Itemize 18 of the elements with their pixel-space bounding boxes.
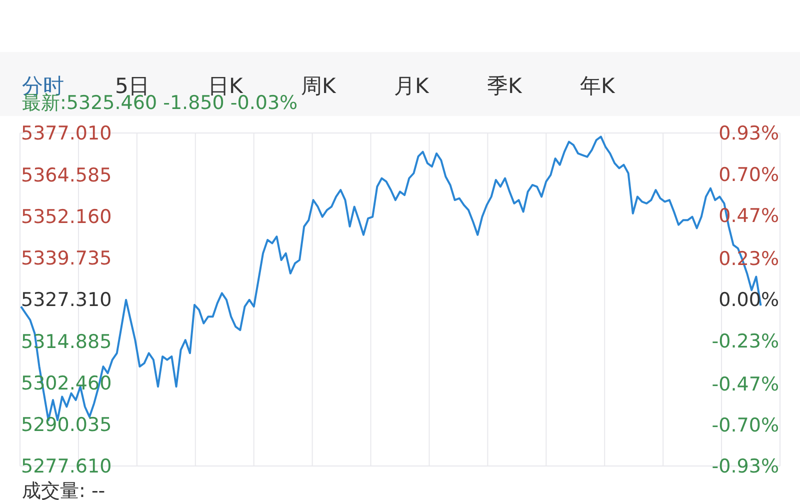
y2-tick-label: 0.70% [718, 164, 779, 186]
y-tick-label: 5352.160 [21, 206, 112, 228]
text: 成交量: -- [22, 479, 106, 500]
y2-tick-label: 0.93% [718, 122, 779, 145]
y2-tick-label: -0.23% [712, 330, 779, 352]
text: 周K [301, 74, 337, 98]
y-tick-label: 5339.735 [21, 248, 112, 270]
text: 年K [580, 74, 616, 98]
y2-tick-label: -0.70% [712, 414, 779, 436]
y-tick-label: 5327.310 [21, 289, 112, 312]
y2-tick-label: -0.93% [712, 456, 779, 478]
y-tick-label: 5290.035 [21, 414, 112, 436]
text: 月K [394, 74, 430, 98]
y-tick-label: 5364.585 [21, 164, 112, 186]
y-tick-label: 5377.010 [21, 122, 112, 145]
y2-tick-label: -0.47% [712, 373, 779, 396]
text: 季K [487, 74, 523, 98]
y-tick-label: 5277.610 [21, 456, 112, 478]
